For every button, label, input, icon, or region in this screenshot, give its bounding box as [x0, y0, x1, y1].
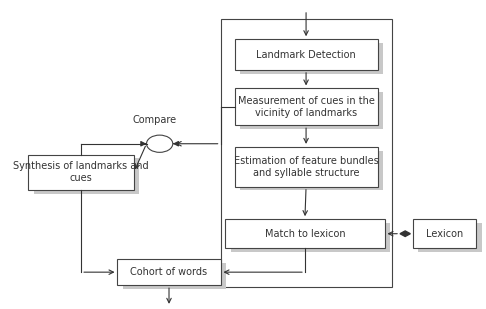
FancyBboxPatch shape: [240, 150, 383, 190]
FancyBboxPatch shape: [123, 263, 226, 289]
Text: Cohort of words: Cohort of words: [130, 267, 208, 277]
FancyBboxPatch shape: [240, 92, 383, 129]
FancyBboxPatch shape: [231, 223, 390, 252]
Text: Estimation of feature bundles
and syllable structure: Estimation of feature bundles and syllab…: [234, 156, 379, 178]
FancyBboxPatch shape: [235, 88, 378, 125]
Polygon shape: [400, 231, 410, 236]
FancyBboxPatch shape: [240, 43, 383, 74]
Text: Landmark Detection: Landmark Detection: [256, 49, 356, 60]
FancyBboxPatch shape: [235, 39, 378, 70]
FancyBboxPatch shape: [418, 223, 482, 252]
Text: Match to lexicon: Match to lexicon: [264, 229, 345, 239]
FancyBboxPatch shape: [235, 147, 378, 187]
Circle shape: [146, 135, 173, 152]
FancyBboxPatch shape: [225, 219, 384, 248]
Text: Compare: Compare: [133, 115, 177, 125]
FancyBboxPatch shape: [29, 154, 134, 190]
Text: Synthesis of landmarks and
cues: Synthesis of landmarks and cues: [13, 161, 149, 183]
Text: Lexicon: Lexicon: [426, 229, 463, 239]
FancyBboxPatch shape: [34, 158, 139, 193]
FancyBboxPatch shape: [413, 219, 476, 248]
FancyBboxPatch shape: [118, 259, 221, 285]
Text: Measurement of cues in the
vicinity of landmarks: Measurement of cues in the vicinity of l…: [238, 96, 375, 118]
